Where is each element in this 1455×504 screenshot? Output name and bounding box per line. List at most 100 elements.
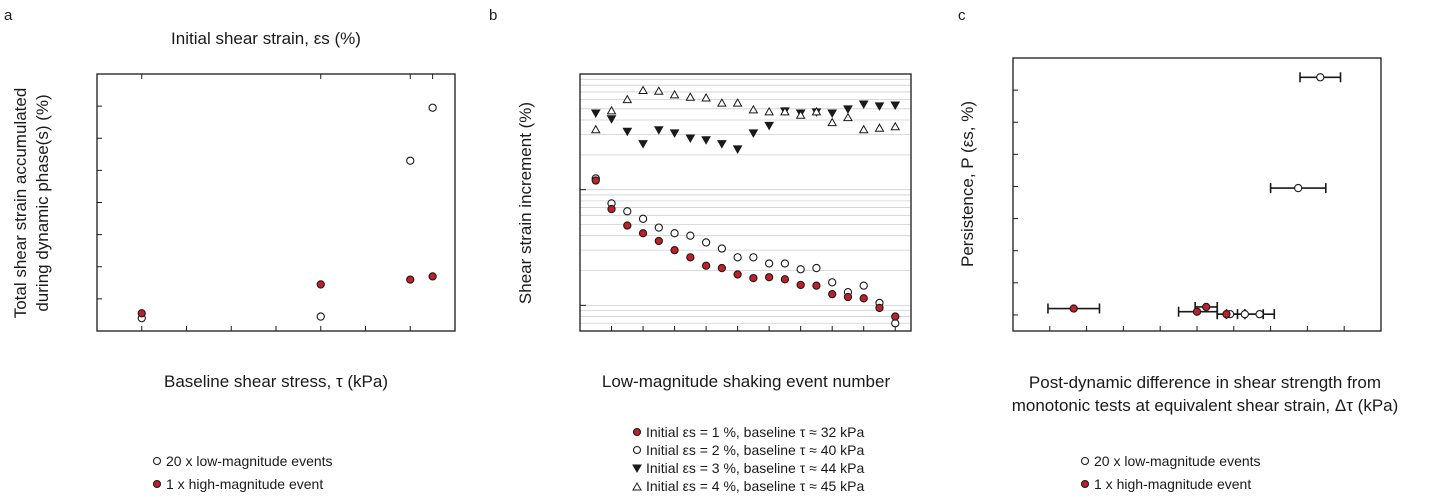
panel-b-point-series-4 xyxy=(622,94,633,104)
panel-b-point-series-2 xyxy=(859,281,868,290)
panel-b-point-series-2 xyxy=(654,223,663,232)
panel-b-legend-marker-3 xyxy=(632,464,642,474)
panel-b-point-series-1 xyxy=(749,273,758,283)
panel-b-point-series-4 xyxy=(732,98,743,107)
panel-b-point-series-1 xyxy=(859,294,868,303)
panel-a-top-ticks xyxy=(141,74,434,79)
panel-b-point-series-4 xyxy=(748,104,759,114)
panel-c-point-series-2 xyxy=(1222,309,1231,319)
panel-b-point-series-2 xyxy=(670,229,679,238)
panel-b-legend-marker-2 xyxy=(632,445,642,455)
panel-c-point-series-1 xyxy=(1294,183,1303,193)
panel-b-point-series-4 xyxy=(858,124,869,134)
panel-c-point-series-1 xyxy=(1240,309,1249,319)
panel-a-point-series-1 xyxy=(406,156,415,165)
panel-b-point-series-4 xyxy=(811,106,822,116)
panel-b-point-series-4 xyxy=(590,124,601,134)
panel-b-marks xyxy=(590,85,901,328)
panel-b-point-series-4 xyxy=(874,123,885,132)
panel-c-point-series-1 xyxy=(1316,73,1325,82)
panel-b-point-series-1 xyxy=(843,292,853,302)
panel-b-point-series-1 xyxy=(764,273,774,282)
panel-b-y-axis-title: Shear strain increment (%) xyxy=(516,102,535,304)
panel-b-legend-label-3: Initial εs = 3 %, baseline τ ≈ 44 kPa xyxy=(646,460,865,476)
panel-b-point-series-4 xyxy=(716,98,727,107)
panel-b-point-series-2 xyxy=(749,253,758,262)
panel-b: b Low-magnitude shaking event number She… xyxy=(489,7,912,494)
panel-b-point-series-3 xyxy=(638,140,648,149)
panel-b-point-series-1 xyxy=(733,270,742,279)
panel-a-x-ticks xyxy=(96,326,456,331)
panel-b-point-series-2 xyxy=(701,238,711,247)
panel-a-legend-red-marker xyxy=(152,479,162,489)
panel-b-point-series-2 xyxy=(812,263,821,273)
panel-b-point-series-1 xyxy=(796,280,805,290)
panel-b-point-series-2 xyxy=(686,231,695,240)
panel-b-point-series-3 xyxy=(653,126,664,135)
panel-c-legend-open-marker xyxy=(1080,456,1090,466)
panel-c-point-series-2 xyxy=(1192,307,1202,316)
panel-b-point-series-3 xyxy=(716,140,727,149)
panel-a-y-axis-title-line2: during dynamic phase(s) (%) xyxy=(33,94,52,311)
panel-b-point-series-4 xyxy=(701,93,711,102)
panel-a-y-ticks xyxy=(97,73,102,332)
panel-b-point-series-1 xyxy=(891,312,900,321)
panel-b-legend-label-4: Initial εs = 4 %, baseline τ ≈ 45 kPa xyxy=(646,478,865,494)
panel-b-point-series-3 xyxy=(606,115,617,124)
panel-c-point-series-2 xyxy=(1069,304,1078,313)
panel-c-legend-label-2: 1 x high-magnitude event xyxy=(1094,476,1251,492)
panel-b-point-series-4 xyxy=(843,112,853,122)
panel-b-grid xyxy=(580,73,911,332)
panel-b-point-series-1 xyxy=(607,204,616,214)
panel-b-point-series-1 xyxy=(780,275,790,284)
panel-b-point-series-3 xyxy=(685,134,696,143)
panel-b-point-series-3 xyxy=(590,109,601,119)
panel-c-marks xyxy=(1047,72,1342,320)
panel-b-point-series-1 xyxy=(828,289,837,299)
panel-b-point-series-1 xyxy=(638,229,648,238)
panel-b-x-axis-title: Low-magnitude shaking event number xyxy=(602,372,891,391)
panel-b-plot-frame xyxy=(579,73,912,332)
panel-b-point-series-4 xyxy=(890,121,901,131)
panel-b-point-series-4 xyxy=(669,89,680,99)
panel-b-point-series-2 xyxy=(796,265,805,274)
panel-b-point-series-4 xyxy=(606,105,617,115)
panel-b-point-series-2 xyxy=(764,259,774,268)
panel-c-y-ticks xyxy=(1013,57,1018,316)
panel-b-point-series-1 xyxy=(812,281,821,290)
panel-b-point-series-4 xyxy=(795,110,806,119)
panel-b-point-series-3 xyxy=(843,105,853,114)
panel-b-legend: Initial εs = 1 %, baseline τ ≈ 32 kPa In… xyxy=(632,424,865,494)
panel-b-point-series-4 xyxy=(685,92,696,101)
panel-a-point-series-2 xyxy=(316,280,325,289)
panel-b-point-series-3 xyxy=(748,129,759,138)
panel-a-point-series-1 xyxy=(316,312,325,321)
panel-b-point-series-2 xyxy=(623,207,632,216)
panel-b-legend-marker-4 xyxy=(632,481,642,491)
panel-a-legend-open-marker xyxy=(152,456,162,466)
panel-c-x-axis-title-line2: monotonic tests at equivalent shear stra… xyxy=(1012,396,1399,415)
panel-b-point-series-1 xyxy=(591,176,600,185)
panel-b-point-series-3 xyxy=(701,136,711,145)
panel-a-legend-label-1: 20 x low-magnitude events xyxy=(166,453,333,469)
panel-b-point-series-3 xyxy=(858,100,869,110)
panel-b-legend-label-1: Initial εs = 1 %, baseline τ ≈ 32 kPa xyxy=(646,424,865,440)
panel-b-x-ticks xyxy=(579,326,896,331)
panel-b-y-ticks xyxy=(580,73,586,306)
panel-a-x-axis-title: Baseline shear stress, τ (kPa) xyxy=(164,372,388,391)
panel-b-point-series-1 xyxy=(717,263,727,273)
panel-a-point-series-2 xyxy=(137,309,146,318)
panel-b-point-series-4 xyxy=(827,117,838,127)
panel-b-point-series-3 xyxy=(622,127,633,137)
panel-c-letter: c xyxy=(958,7,966,24)
panel-c-legend-label-1: 20 x low-magnitude events xyxy=(1094,453,1261,469)
panel-b-point-series-2 xyxy=(717,244,727,253)
panel-b-legend-label-2: Initial εs = 2 %, baseline τ ≈ 40 kPa xyxy=(646,442,865,458)
panel-b-point-series-4 xyxy=(764,106,775,116)
panel-b-letter: b xyxy=(489,7,497,24)
panel-c-legend-red-marker xyxy=(1080,479,1090,489)
panel-c-point-series-2 xyxy=(1202,302,1211,312)
panel-c-x-ticks xyxy=(1012,326,1382,331)
panel-b-point-series-4 xyxy=(780,106,790,116)
panel-c: c Post-dynamic difference in shear stren… xyxy=(958,7,1398,492)
